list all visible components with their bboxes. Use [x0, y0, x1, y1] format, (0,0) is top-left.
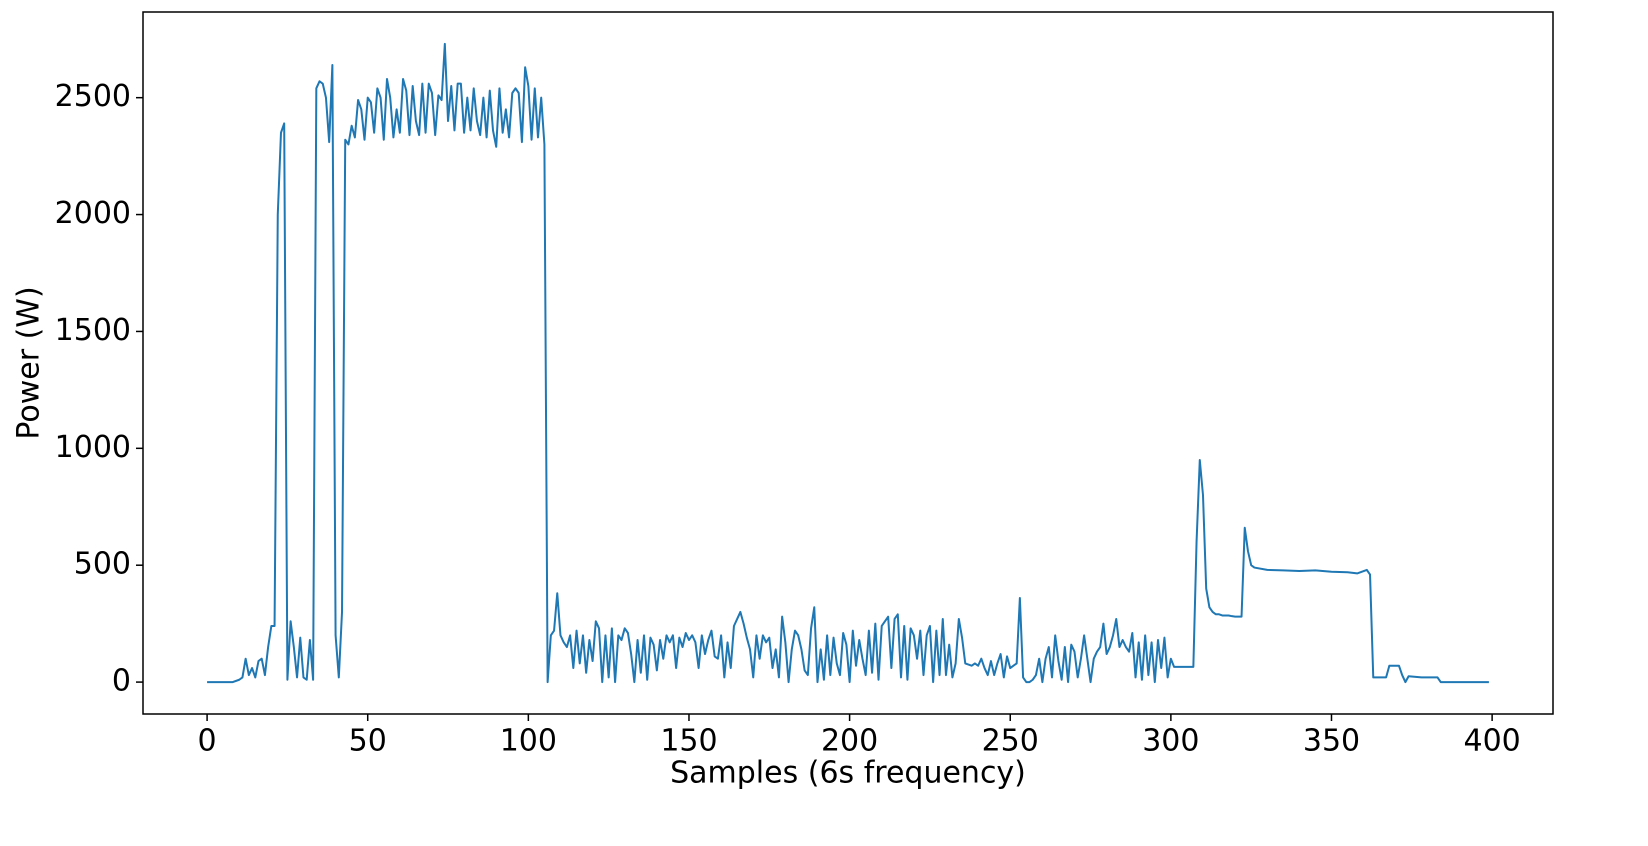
y-tick-label: 2000	[55, 196, 131, 231]
x-tick-label: 350	[1303, 724, 1360, 759]
y-tick-label: 1000	[55, 430, 131, 465]
data-line	[207, 42, 1489, 684]
y-tick-label: 2500	[55, 79, 131, 114]
x-tick-label: 50	[349, 724, 387, 759]
x-tick-label: 150	[660, 724, 717, 759]
x-tick-label: 400	[1463, 724, 1520, 759]
x-tick-label: 300	[1142, 724, 1199, 759]
y-axis-label: Power (W)	[12, 286, 47, 439]
plot-frame	[142, 11, 1554, 715]
x-tick-label: 250	[982, 724, 1039, 759]
x-tick-label: 0	[198, 724, 217, 759]
y-tick-label: 0	[112, 664, 131, 699]
x-tick-label: 200	[821, 724, 878, 759]
y-tick-label: 500	[74, 547, 131, 582]
x-axis-label: Samples (6s frequency)	[670, 756, 1026, 791]
x-tick-label: 100	[500, 724, 557, 759]
y-tick-label: 1500	[55, 313, 131, 348]
